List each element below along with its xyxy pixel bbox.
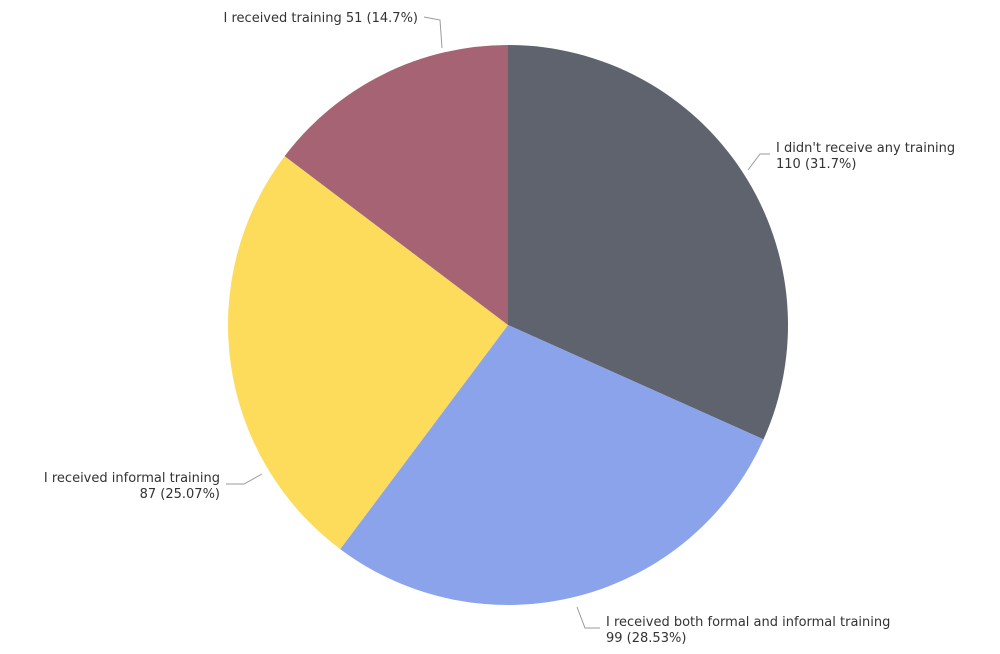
slice-value-label-i-received-both-formal-and-informal-training: 99 (28.53%) xyxy=(606,631,686,646)
slice-label-i-didn-t-receive-any-training: I didn't receive any training xyxy=(776,141,955,156)
slice-label-i-received-both-formal-and-informal-training: I received both formal and informal trai… xyxy=(606,615,890,630)
pie-slice-i-didn-t-receive-any-training xyxy=(508,45,788,440)
leader-line-i-received-training xyxy=(423,16,443,49)
leader-line-i-received-informal-training xyxy=(226,473,263,485)
leader-line-i-didn-t-receive-any-training xyxy=(747,153,770,171)
slice-value-label-i-received-informal-training: 87 (25.07%) xyxy=(140,487,220,502)
pie-slice-i-received-informal-training xyxy=(228,156,509,550)
slice-label-i-received-informal-training: I received informal training xyxy=(44,471,220,486)
slice-value-label-i-didn-t-receive-any-training: 110 (31.7%) xyxy=(776,157,856,172)
slice-label-i-received-training: I received training 51 (14.7%) xyxy=(224,11,418,26)
pie-slice-i-received-training xyxy=(284,45,508,325)
pie-slice-i-received-both-formal-and-informal-training xyxy=(340,325,764,606)
slices-layer xyxy=(228,45,788,606)
leader-lines-layer xyxy=(226,16,770,629)
leader-line-i-received-both-formal-and-informal-training xyxy=(576,606,600,629)
